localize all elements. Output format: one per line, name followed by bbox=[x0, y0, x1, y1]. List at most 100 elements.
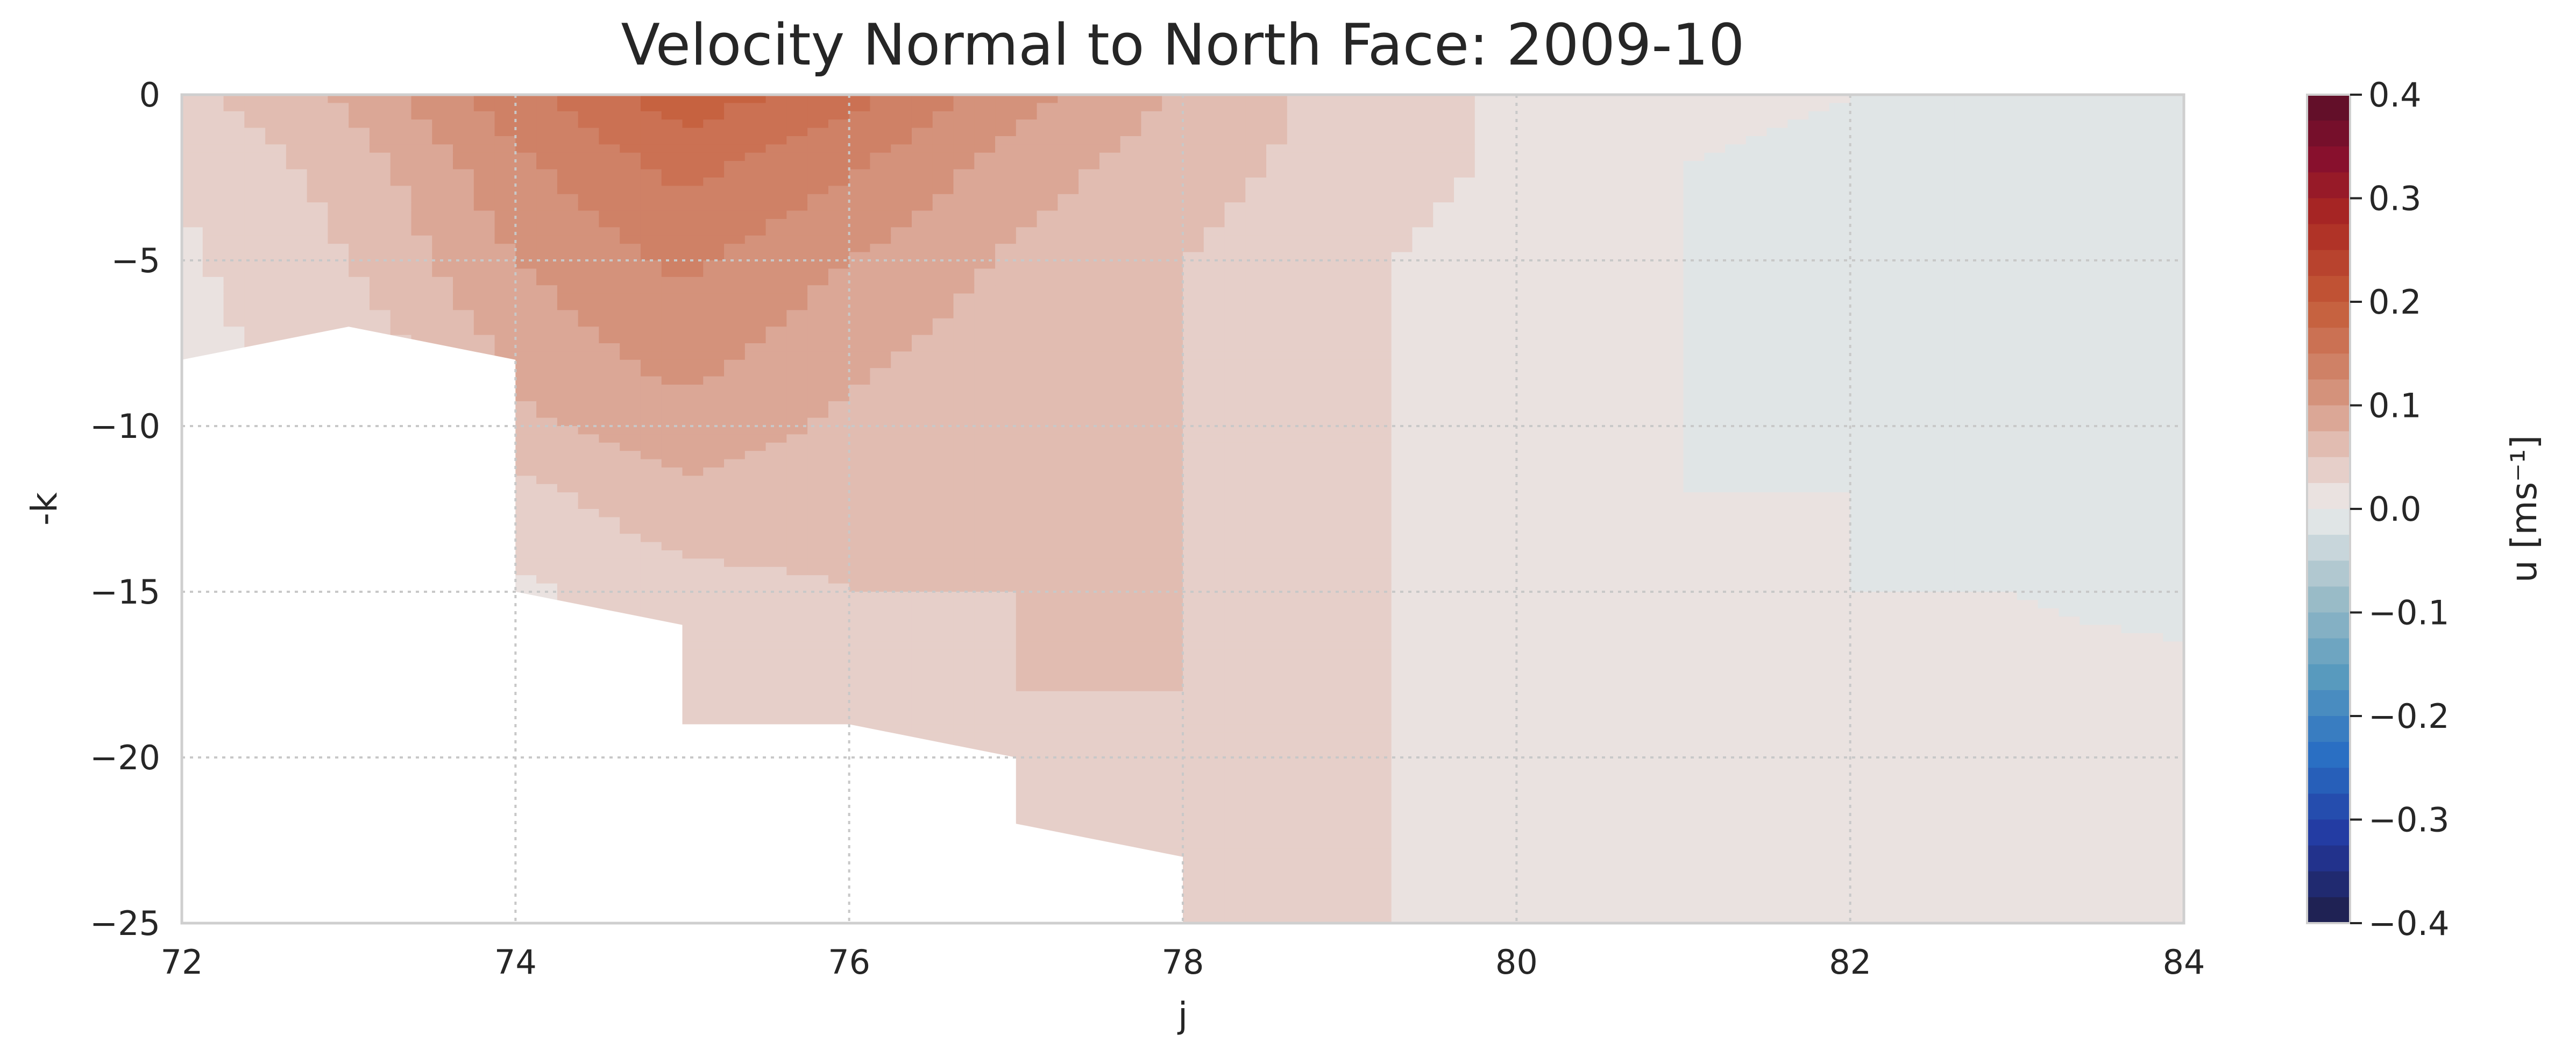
contour-cell bbox=[1203, 95, 1225, 104]
contour-cell bbox=[244, 136, 266, 145]
contour-cell bbox=[849, 186, 871, 195]
contour-cell bbox=[1912, 219, 1934, 228]
contour-cell bbox=[1912, 285, 1934, 294]
contour-cell bbox=[1183, 335, 1204, 344]
contour-cell bbox=[703, 368, 725, 377]
contour-cell bbox=[369, 227, 391, 236]
contour-cell bbox=[1016, 95, 1038, 104]
contour-cell bbox=[1141, 335, 1163, 344]
contour-cell bbox=[849, 260, 871, 270]
contour-cell bbox=[932, 219, 954, 228]
contour-cell bbox=[1745, 492, 1768, 501]
contour-cell bbox=[1704, 144, 1726, 153]
contour-cell bbox=[411, 219, 433, 228]
contour-cell bbox=[1454, 426, 1475, 435]
contour-cell bbox=[1558, 343, 1580, 352]
contour-cell bbox=[870, 210, 892, 219]
contour-cell bbox=[1975, 252, 1997, 261]
contour-cell bbox=[390, 235, 412, 245]
contour-cell bbox=[995, 111, 1017, 121]
contour-cell bbox=[1329, 459, 1351, 468]
contour-cell bbox=[1996, 467, 2018, 477]
contour-cell bbox=[1329, 144, 1351, 153]
contour-cell bbox=[1078, 268, 1100, 278]
contour-cell bbox=[620, 178, 641, 187]
contour-cell bbox=[1704, 302, 1726, 311]
contour-cell bbox=[223, 302, 245, 311]
contour-cell bbox=[473, 169, 495, 178]
contour-cell bbox=[1766, 417, 1789, 427]
contour-cell bbox=[1350, 451, 1371, 460]
contour-cell bbox=[953, 492, 975, 501]
contour-cell bbox=[1621, 127, 1642, 137]
contour-cell bbox=[1975, 119, 1997, 129]
contour-cell bbox=[849, 368, 871, 377]
contour-cell bbox=[1704, 351, 1726, 360]
contour-cell bbox=[786, 210, 808, 219]
contour-cell bbox=[1287, 426, 1309, 435]
contour-cell bbox=[1725, 277, 1747, 286]
contour-cell bbox=[1621, 476, 1642, 485]
contour-cell bbox=[1391, 293, 1413, 302]
contour-cell bbox=[1099, 442, 1121, 452]
contour-cell bbox=[1391, 335, 1413, 344]
contour-cell bbox=[244, 293, 266, 302]
contour-cell bbox=[807, 318, 829, 328]
contour-cell bbox=[1975, 103, 1997, 112]
contour-cell bbox=[1537, 509, 1559, 518]
contour-cell bbox=[1829, 467, 1851, 477]
contour-cell bbox=[2038, 351, 2060, 360]
contour-cell bbox=[1474, 136, 1496, 145]
contour-cell bbox=[1329, 426, 1351, 435]
contour-cell bbox=[473, 103, 495, 112]
contour-cell bbox=[974, 500, 996, 509]
contour-cell bbox=[1683, 318, 1705, 328]
contour-cell bbox=[807, 202, 829, 211]
contour-cell bbox=[1850, 127, 1872, 137]
contour-cell bbox=[1495, 459, 1517, 468]
contour-cell bbox=[661, 409, 683, 419]
contour-cell bbox=[786, 268, 808, 278]
contour-cell bbox=[953, 318, 975, 328]
contour-cell bbox=[1370, 244, 1392, 253]
contour-cell bbox=[891, 359, 912, 369]
contour-cell bbox=[1412, 442, 1434, 452]
contour-cell bbox=[1078, 426, 1100, 435]
contour-cell bbox=[786, 252, 808, 261]
contour-cell bbox=[1099, 492, 1121, 501]
contour-cell bbox=[1871, 426, 1893, 435]
contour-cell bbox=[1933, 285, 1955, 294]
contour-cell bbox=[1933, 376, 1955, 385]
contour-cell bbox=[1579, 95, 1601, 104]
contour-cell bbox=[1308, 351, 1330, 360]
contour-cell bbox=[1808, 359, 1830, 369]
contour-cell bbox=[807, 401, 829, 410]
contour-cell bbox=[515, 111, 537, 121]
contour-cell bbox=[1829, 409, 1851, 419]
contour-cell bbox=[1433, 459, 1455, 468]
contour-cell bbox=[682, 252, 704, 261]
contour-cell bbox=[1850, 210, 1872, 219]
contour-cell bbox=[2080, 260, 2101, 270]
contour-cell bbox=[1871, 318, 1893, 328]
contour-cell bbox=[2038, 144, 2060, 153]
contour-cell bbox=[1141, 451, 1163, 460]
contour-cell bbox=[1662, 178, 1684, 187]
contour-cell bbox=[995, 500, 1017, 509]
contour-cell bbox=[1120, 517, 1142, 526]
contour-cell bbox=[1954, 103, 1976, 112]
contour-cell bbox=[2100, 95, 2122, 104]
contour-cell bbox=[1391, 285, 1413, 294]
contour-cell bbox=[1370, 368, 1392, 377]
contour-cell bbox=[1495, 260, 1517, 270]
contour-cell bbox=[1579, 476, 1601, 485]
contour-cell bbox=[620, 235, 641, 245]
contour-cell bbox=[432, 244, 454, 253]
contour-cell bbox=[1892, 401, 1913, 410]
contour-cell bbox=[765, 95, 787, 104]
contour-cell bbox=[2017, 467, 2039, 477]
contour-cell bbox=[1641, 169, 1663, 178]
contour-cell bbox=[1308, 293, 1330, 302]
contour-cell bbox=[1329, 509, 1351, 518]
contour-cell bbox=[1224, 467, 1246, 477]
